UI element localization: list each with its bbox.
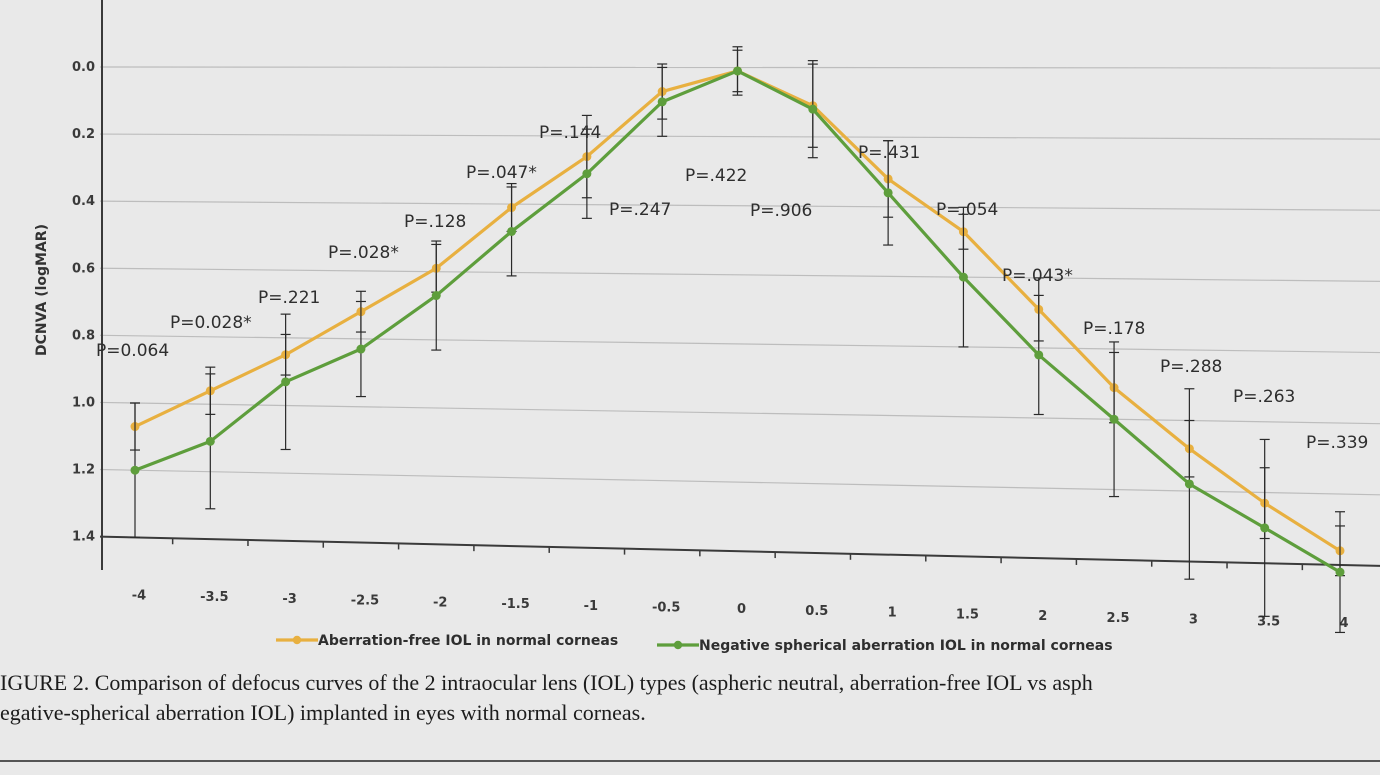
data-point-1-6 [582,169,592,179]
gridline-3 [99,267,1380,283]
data-point-1-10 [883,188,893,198]
p-value-label-2: P=.221 [258,288,320,308]
data-point-1-16 [1335,567,1345,577]
x-tick-label-0: -4 [132,588,146,603]
data-point-1-14 [1184,479,1194,489]
y-tick-label-6: 1.2 [72,463,95,478]
x-axis-ticks: -4 -3.5 -3 -2.5 -2 -1.5 -1 -0.5 0 0.5 1 1.5 2 2.5 3 3.5… [132,588,1349,631]
y-tick-label-3: 0.6 [72,261,95,276]
legend-swatch-marker-0 [292,635,302,645]
p-value-label-7: P=.247 [609,200,671,220]
caption-line-1: IGURE 2. Comparison of defocus curves of… [0,670,1093,695]
x-tick-label-5: -1.5 [501,597,529,612]
x-tick-label-9: 0.5 [805,604,828,619]
p-value-label-14: P=.288 [1160,357,1222,377]
legend: Aberration-free IOL in normal corneas Neg… [276,633,1113,654]
p-value-label-3: P=.028* [328,243,399,263]
y-tick-label-1: 0.2 [72,127,95,142]
x-tick-label-14: 3 [1189,613,1198,628]
p-value-label-1: P=0.028* [170,313,252,333]
x-tick-label-11: 1.5 [956,607,979,622]
series-1 [130,46,1345,634]
x-tick-label-13: 2.5 [1107,611,1130,626]
data-point-1-7 [657,97,667,107]
legend-label-0: Aberration-free IOL in normal corneas [318,633,618,649]
data-point-1-11 [958,272,968,282]
p-value-label-8: P=.422 [685,166,747,186]
gridline-5 [99,401,1380,425]
caption-line-2: egative-spherical aberration IOL) implan… [0,700,646,725]
p-value-label-15: P=.263 [1233,387,1295,407]
data-point-1-5 [507,226,517,236]
divider [0,760,1380,762]
y-tick-label-2: 0.4 [72,194,95,209]
p-value-label-6: P=.144 [539,123,601,143]
gridlines [99,66,1380,496]
x-tick-label-7: -0.5 [652,600,680,615]
p-value-label-12: P=.043* [1002,266,1073,286]
legend-swatch-marker-1 [673,640,683,650]
data-point-1-0 [130,465,140,475]
legend-label-1: Negative spherical aberration IOL in nor… [699,638,1113,654]
x-tick-label-15: 3.5 [1257,614,1280,629]
gridline-1 [99,133,1380,140]
y-tick-label-7: 1.4 [72,530,95,545]
y-axis-ticks: 0.0 0.2 0.4 0.6 0.8 1.0 1.2 1.4 [72,60,95,545]
series-line-1 [134,69,1341,574]
data-point-1-15 [1260,523,1270,533]
data-point-1-3 [356,344,366,354]
data-point-1-1 [205,436,215,446]
x-tick-label-6: -1 [584,599,598,614]
y-tick-label-0: 0.0 [72,60,95,75]
p-value-label-5: P=.047* [466,163,537,183]
defocus-curve-chart: 0.00.20.40.60.81.01.21.4 -4 -3.5 -3 -2.5 -2-… [34,0,1380,654]
y-axis-label: DCNVA (logMAR) [34,224,50,356]
series-line-0 [134,69,1341,553]
x-tick-label-1: -3.5 [200,590,228,605]
p-value-label-10: P=.431 [858,143,920,163]
gridline-2 [99,200,1380,211]
p-value-label-16: P=.339 [1306,433,1368,453]
data-point-1-9 [808,104,818,114]
data-point-1-12 [1034,350,1044,360]
x-axis-line [99,535,1380,567]
p-value-label-4: P=.128 [404,212,466,232]
data-point-1-2 [281,377,291,387]
p-value-label-13: P=.178 [1083,319,1145,339]
x-tick-label-4: -2 [433,595,447,610]
figure-caption: IGURE 2. Comparison of defocus curves of… [0,668,1380,728]
axes [99,0,1380,571]
y-tick-label-4: 0.8 [72,328,95,343]
x-tick-label-10: 1 [888,606,897,621]
x-tick-label-3: -2.5 [351,594,379,609]
x-tick-label-12: 2 [1038,609,1047,624]
p-value-label-0: P=0.064 [96,341,169,361]
x-tick-label-8: 0 [737,602,746,617]
data-point-1-4 [431,291,441,301]
y-tick-label-5: 1.0 [72,395,95,410]
x-tick-label-2: -3 [282,592,296,607]
data-point-1-13 [1109,414,1119,424]
p-value-label-11: P=.054 [936,200,998,220]
gridline-6 [99,468,1380,496]
data-point-1-8 [733,66,742,76]
series-0 [130,49,1345,577]
x-tick-label-16: 4 [1339,616,1348,631]
p-value-label-9: P=.906 [750,201,812,221]
series-lines [130,46,1345,634]
